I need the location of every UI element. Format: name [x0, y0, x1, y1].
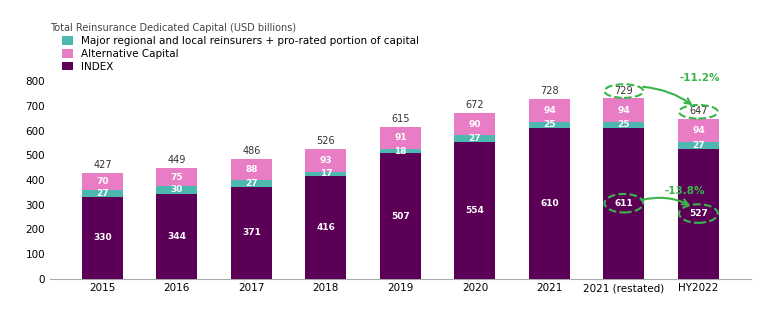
- Text: 344: 344: [167, 232, 186, 241]
- Bar: [678, 149, 719, 279]
- Bar: [156, 194, 197, 279]
- Bar: [231, 180, 272, 187]
- Text: 526: 526: [316, 136, 335, 146]
- Text: 486: 486: [243, 146, 260, 156]
- Text: 25: 25: [618, 120, 630, 129]
- Text: 70: 70: [96, 177, 109, 186]
- Bar: [156, 168, 197, 186]
- Bar: [529, 122, 570, 128]
- Bar: [156, 186, 197, 194]
- Bar: [604, 122, 644, 128]
- Text: 88: 88: [245, 165, 258, 174]
- Bar: [454, 113, 495, 135]
- Bar: [454, 135, 495, 142]
- Text: 27: 27: [469, 134, 481, 143]
- Text: 91: 91: [394, 133, 407, 142]
- Text: -13.8%: -13.8%: [665, 186, 705, 196]
- Text: 25: 25: [543, 121, 556, 130]
- Bar: [678, 119, 719, 142]
- Text: 93: 93: [320, 156, 332, 165]
- Text: 371: 371: [242, 228, 261, 237]
- Text: 554: 554: [466, 206, 484, 215]
- Bar: [380, 126, 421, 149]
- Bar: [604, 99, 644, 122]
- Text: 610: 610: [540, 199, 559, 208]
- Bar: [82, 197, 123, 279]
- Bar: [678, 142, 719, 149]
- Bar: [380, 153, 421, 279]
- Bar: [380, 149, 421, 153]
- Text: 330: 330: [93, 233, 112, 242]
- Text: 507: 507: [391, 212, 410, 221]
- Text: -11.2%: -11.2%: [680, 73, 720, 83]
- Legend: Major regional and local reinsurers + pro-rated portion of capital, Alternative : Major regional and local reinsurers + pr…: [62, 36, 419, 72]
- Text: 94: 94: [543, 106, 556, 115]
- Text: 75: 75: [171, 172, 183, 182]
- Text: 90: 90: [469, 120, 481, 129]
- Text: 27: 27: [96, 189, 109, 198]
- Text: 18: 18: [394, 147, 407, 156]
- Text: 728: 728: [540, 86, 559, 96]
- Text: 427: 427: [93, 160, 112, 170]
- Bar: [82, 173, 123, 191]
- Text: 94: 94: [618, 105, 631, 115]
- Text: 30: 30: [171, 186, 183, 194]
- Bar: [306, 176, 346, 279]
- Bar: [231, 159, 272, 180]
- Bar: [306, 172, 346, 176]
- Text: 672: 672: [466, 100, 484, 110]
- Bar: [306, 149, 346, 172]
- Text: 27: 27: [692, 141, 705, 150]
- Text: 615: 615: [391, 114, 410, 124]
- Text: 416: 416: [316, 223, 335, 232]
- Bar: [454, 142, 495, 279]
- Text: 449: 449: [168, 155, 186, 165]
- Text: 94: 94: [692, 126, 705, 135]
- Bar: [82, 191, 123, 197]
- Bar: [604, 128, 644, 279]
- Text: Total Reinsurance Dedicated Capital (USD billions): Total Reinsurance Dedicated Capital (USD…: [50, 23, 296, 33]
- Text: 729: 729: [614, 85, 633, 95]
- Bar: [529, 128, 570, 279]
- Text: 27: 27: [245, 179, 258, 188]
- Text: 527: 527: [689, 209, 708, 218]
- Bar: [231, 187, 272, 279]
- Bar: [529, 99, 570, 122]
- Text: 647: 647: [689, 106, 708, 116]
- Text: 17: 17: [320, 169, 332, 178]
- Text: 611: 611: [614, 199, 633, 208]
